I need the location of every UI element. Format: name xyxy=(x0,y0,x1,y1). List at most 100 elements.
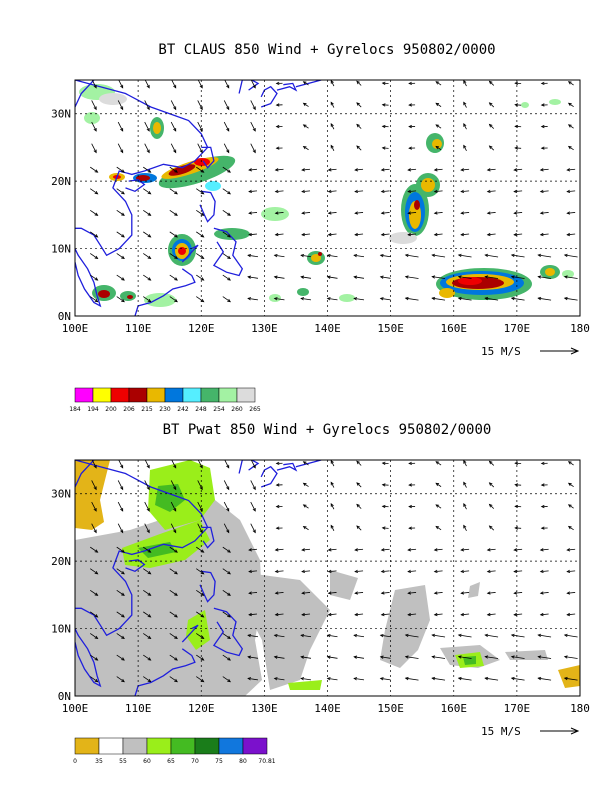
colorbar-label: 60 xyxy=(143,758,151,765)
wind-arrow xyxy=(566,612,576,617)
panel-title: BT CLAUS 850 Wind + Gyrelocs 950802/0000 xyxy=(158,42,495,58)
wind-arrow xyxy=(247,677,259,681)
wind-arrow xyxy=(537,253,552,258)
wind-arrow xyxy=(381,124,389,129)
coastline-segment xyxy=(260,465,278,488)
wind-arrow xyxy=(486,591,496,595)
y-tick-label: 10N xyxy=(51,623,71,636)
wind-arrow xyxy=(169,296,178,303)
wind-arrow xyxy=(484,296,499,301)
wind-arrow xyxy=(539,232,549,237)
colorbar-swatch xyxy=(146,387,166,403)
wind-arrow xyxy=(408,461,416,466)
wind-arrow xyxy=(567,525,574,531)
wind-arrow xyxy=(514,81,522,85)
wind-arrow xyxy=(563,253,578,258)
coastline-segment xyxy=(295,80,322,88)
wind-arrow xyxy=(273,655,285,659)
coastline-segment xyxy=(295,460,322,468)
wind-arrow xyxy=(301,168,311,172)
pwat-shading xyxy=(75,460,580,696)
wind-arrow xyxy=(169,568,178,575)
wind-arrow xyxy=(354,232,364,237)
wind-arrow xyxy=(463,144,467,151)
wind-arrow xyxy=(327,569,337,574)
coastline-segment xyxy=(212,607,244,657)
wind-arrow xyxy=(275,146,283,150)
wind-arrow xyxy=(408,124,416,129)
wind-arrow xyxy=(117,480,124,491)
wind-arrow xyxy=(89,589,99,596)
wind-arrow xyxy=(486,211,496,215)
y-tick-label: 10N xyxy=(51,243,71,256)
wind-arrow xyxy=(197,121,203,132)
wind-arrow xyxy=(404,676,419,681)
coastline xyxy=(75,460,322,696)
wind-arrow xyxy=(222,166,231,173)
wind-arrow xyxy=(222,654,231,661)
wind-arrow xyxy=(488,123,495,129)
wind-arrow xyxy=(116,188,125,195)
wind-arrow xyxy=(486,548,496,552)
wind-arrow xyxy=(248,211,258,215)
wind-arrow xyxy=(143,654,152,661)
wind-arrow xyxy=(248,569,258,574)
y-tick-label: 30N xyxy=(51,108,71,121)
coastline-segment xyxy=(181,624,199,643)
wind-arrow xyxy=(567,102,574,107)
wind-arrow xyxy=(248,168,258,172)
wind-arrow xyxy=(222,253,231,260)
wind-arrow xyxy=(275,526,283,530)
x-tick-label: 180 xyxy=(570,322,590,335)
wind-arrow xyxy=(169,633,178,640)
colorbar-label: 55 xyxy=(119,758,127,765)
wind-arrow xyxy=(379,253,391,258)
wind-arrow xyxy=(567,482,574,487)
wind-arrow xyxy=(566,168,576,172)
x-tick-label: 110E xyxy=(125,702,152,715)
wind-arrow xyxy=(431,253,446,258)
coastline xyxy=(75,80,322,316)
wind-arrow xyxy=(169,611,178,618)
wind-arrow xyxy=(91,121,97,132)
wind-arrow xyxy=(116,633,125,640)
colorbar-label: 65 xyxy=(167,758,175,765)
wind-arrow xyxy=(381,146,389,150)
wind-arrow xyxy=(408,504,416,509)
colorbar-label: 184 xyxy=(69,406,81,413)
wind-arrow xyxy=(380,211,390,215)
coastline-segment xyxy=(134,268,196,316)
wind-arrow xyxy=(275,504,283,509)
coastline-segment xyxy=(199,190,216,223)
wind-arrow xyxy=(486,232,496,237)
wind-arrow xyxy=(356,102,362,108)
wind-arrow xyxy=(143,231,152,238)
wind-arrow xyxy=(169,231,178,238)
wind-arrow xyxy=(274,591,284,595)
wind-arrow xyxy=(514,461,522,465)
wind-arrow xyxy=(380,548,390,552)
wind-arrow xyxy=(563,633,578,638)
wind-arrow xyxy=(354,569,364,574)
wind-arrow xyxy=(484,676,499,681)
wind-arrow xyxy=(89,166,99,173)
wind-arrow xyxy=(91,143,97,154)
wind-arrow xyxy=(330,144,335,151)
wind-arrow xyxy=(566,211,576,215)
wind-arrow xyxy=(457,655,472,659)
plot-frame xyxy=(74,459,581,697)
wind-arrow xyxy=(407,612,417,617)
wind-arrow xyxy=(300,655,312,659)
wind-arrow xyxy=(433,591,443,595)
wind-arrow xyxy=(222,296,231,303)
wind-arrow xyxy=(89,568,99,575)
wind-arrow xyxy=(566,591,576,595)
wind-arrow xyxy=(563,296,578,301)
wind-arrow xyxy=(457,253,472,258)
wind-arrow xyxy=(170,121,177,132)
wind-arrow xyxy=(513,189,523,194)
wind-arrow xyxy=(116,296,125,303)
wind-arrow xyxy=(248,591,258,595)
wind-arrow xyxy=(222,611,231,618)
wind-arrow xyxy=(460,612,470,617)
